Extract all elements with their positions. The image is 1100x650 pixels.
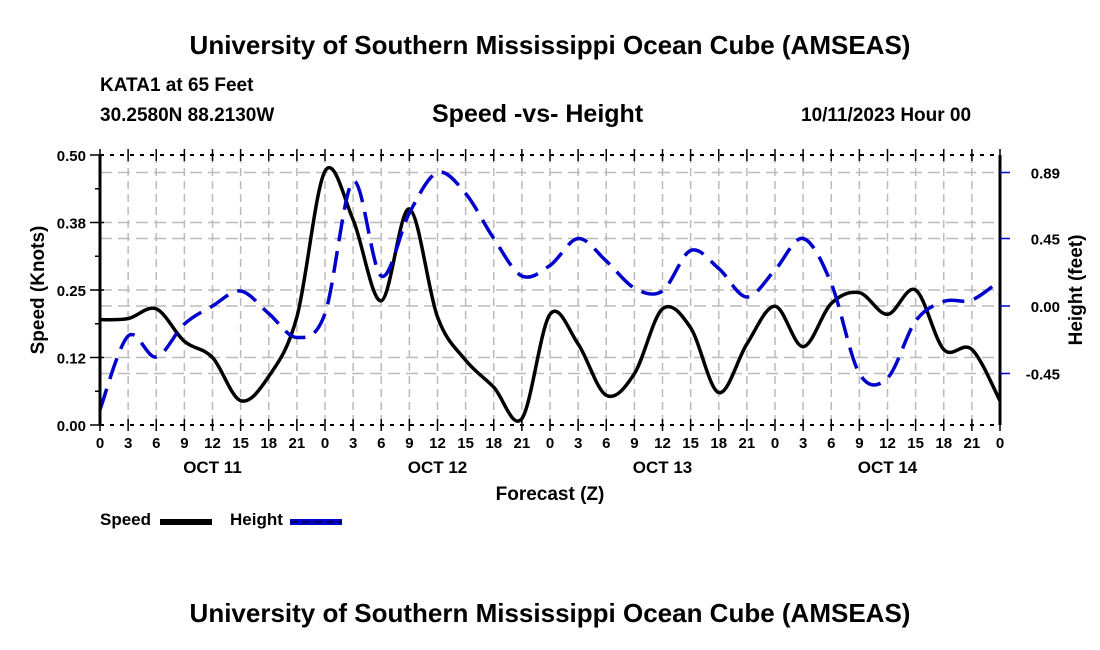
station-label: KATA1 at 65 Feet <box>100 75 254 96</box>
x-tick-label: 18 <box>260 435 277 452</box>
day-label: OCT 11 <box>183 458 242 477</box>
x-tick-label: 15 <box>907 435 924 452</box>
legend-label-height: Height <box>230 510 283 529</box>
y-tick-label: 0.25 <box>57 283 86 300</box>
y-tick-label: 0.50 <box>57 148 86 165</box>
y-tick-label: 0.38 <box>57 216 86 233</box>
chart-subtitle: Speed -vs- Height <box>432 100 644 128</box>
speed-series-line <box>99 166 1002 423</box>
coordinates-label: 30.2580N 88.2130W <box>100 105 275 126</box>
x-tick-label: 0 <box>996 435 1004 452</box>
x-tick-label: 21 <box>289 435 306 452</box>
x-tick-label: 18 <box>485 435 502 452</box>
x-tick-label: 3 <box>799 435 807 452</box>
x-tick-label: 9 <box>180 435 188 452</box>
y2-axis-label: Height (feet) <box>1066 235 1087 346</box>
x-tick-label: 12 <box>429 435 446 452</box>
y-axis-label: Speed (Knots) <box>28 226 49 355</box>
x-tick-label: 21 <box>739 435 756 452</box>
x-tick-label: 9 <box>855 435 863 452</box>
x-axis-label: Forecast (Z) <box>496 484 605 505</box>
x-tick-label: 21 <box>514 435 531 452</box>
y2-tick-label: 0.00 <box>1031 299 1060 316</box>
x-tick-label: 12 <box>654 435 671 452</box>
height-series-line <box>98 170 1002 411</box>
x-tick-label: 12 <box>879 435 896 452</box>
x-tick-label: 0 <box>96 435 104 452</box>
chart-title: University of Southern Mississippi Ocean… <box>189 30 911 60</box>
x-tick-label: 3 <box>124 435 132 452</box>
legend-label-speed: Speed <box>100 510 151 529</box>
x-tick-label: 0 <box>321 435 329 452</box>
x-tick-label: 9 <box>405 435 413 452</box>
x-tick-label: 3 <box>349 435 357 452</box>
legend: Speed Height <box>100 510 342 529</box>
x-tick-label: 3 <box>574 435 582 452</box>
footer-title: University of Southern Mississippi Ocean… <box>189 598 911 628</box>
x-tick-label: 6 <box>377 435 385 452</box>
x-tick-label: 15 <box>457 435 474 452</box>
y-tick-label: 0.00 <box>57 418 86 435</box>
x-tick-label: 6 <box>827 435 835 452</box>
x-tick-label: 15 <box>682 435 699 452</box>
x-tick-label: 12 <box>204 435 221 452</box>
x-tick-label: 6 <box>602 435 610 452</box>
day-label: OCT 12 <box>408 458 468 477</box>
x-tick-label: 18 <box>710 435 727 452</box>
x-tick-label: 6 <box>152 435 160 452</box>
x-tick-label: 0 <box>546 435 554 452</box>
forecast-datetime: 10/11/2023 Hour 00 <box>801 105 972 126</box>
day-label: OCT 13 <box>633 458 693 477</box>
y2-tick-label: 0.89 <box>1031 166 1060 183</box>
y2-tick-label: -0.45 <box>1026 367 1060 384</box>
legend-swatch-speed <box>160 519 212 525</box>
x-tick-label: 15 <box>232 435 249 452</box>
y2-tick-label: 0.45 <box>1031 232 1060 249</box>
x-tick-label: 21 <box>964 435 981 452</box>
x-tick-label: 18 <box>935 435 952 452</box>
x-tick-label: 0 <box>771 435 779 452</box>
x-tick-label: 9 <box>630 435 638 452</box>
grid <box>100 155 1000 425</box>
day-label: OCT 14 <box>858 458 918 477</box>
y-tick-label: 0.12 <box>57 351 86 368</box>
